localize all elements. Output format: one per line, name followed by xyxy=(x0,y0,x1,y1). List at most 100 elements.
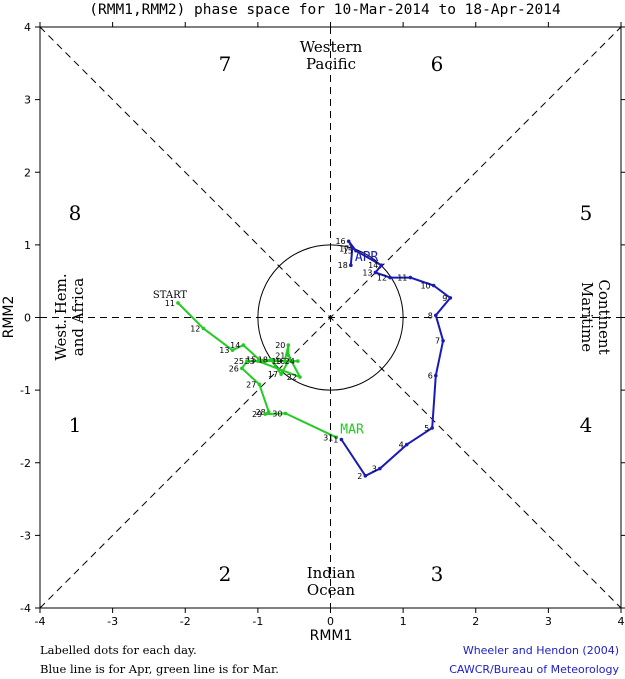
day-label: 2 xyxy=(357,472,362,481)
region-left-line1: West. Hem. xyxy=(52,273,70,360)
x-tick-label: -3 xyxy=(107,615,118,628)
day-label: 10 xyxy=(420,282,430,291)
day-label: 29 xyxy=(252,410,262,419)
day-label: 11 xyxy=(397,274,407,283)
day-label: 16 xyxy=(275,357,285,366)
day-label: 12 xyxy=(190,324,200,333)
day-label: 1 xyxy=(333,436,338,445)
day-point xyxy=(263,412,267,416)
phase-label-7: 7 xyxy=(219,52,232,76)
day-label: 17 xyxy=(268,370,278,379)
start-label: START xyxy=(153,290,188,301)
day-point xyxy=(431,283,436,288)
series-line xyxy=(340,240,452,477)
day-point xyxy=(430,426,434,430)
day-label: 4 xyxy=(399,441,404,450)
footer-credits: Wheeler and Hendon (2004) CAWCR/Bureau o… xyxy=(449,641,619,679)
credit-line1: Wheeler and Hendon (2004) xyxy=(462,644,619,657)
region-top-line2: Pacific xyxy=(306,55,356,73)
day-label: 6 xyxy=(428,372,433,381)
day-point xyxy=(363,474,368,478)
x-tick-label: -4 xyxy=(35,615,46,628)
x-tick-label: 3 xyxy=(545,615,552,628)
footer-note-line2: Blue line is for Apr, green line is for … xyxy=(40,662,279,676)
y-tick-label: 3 xyxy=(24,94,31,107)
day-point xyxy=(354,248,358,253)
day-point xyxy=(379,263,384,268)
day-label: 15 xyxy=(343,247,353,256)
x-tick-label: 4 xyxy=(618,615,625,628)
day-point xyxy=(404,442,409,447)
region-right-line2: Continent xyxy=(595,279,613,354)
day-label: 22 xyxy=(287,373,297,382)
day-point xyxy=(434,313,438,318)
day-label: 15 xyxy=(246,356,256,365)
day-label: 28 xyxy=(256,408,266,417)
day-point xyxy=(408,275,413,280)
day-point xyxy=(241,343,246,347)
day-label: 7 xyxy=(435,337,440,346)
region-bottom-line2: Ocean xyxy=(307,581,356,599)
day-label: 23 xyxy=(245,357,255,366)
phase-label-6: 6 xyxy=(431,52,444,76)
month-label: MAR xyxy=(340,422,364,437)
day-point xyxy=(266,410,271,414)
day-point xyxy=(441,338,445,343)
day-label: 11 xyxy=(165,299,175,308)
day-point xyxy=(256,359,260,363)
y-tick-label: 4 xyxy=(24,21,31,34)
phase-label-4: 4 xyxy=(580,413,593,437)
day-point xyxy=(245,359,249,363)
day-point xyxy=(298,375,302,379)
day-label: 21 xyxy=(275,351,285,360)
day-point xyxy=(240,366,244,371)
day-label: 19 xyxy=(272,357,282,366)
phase-labels: 1 2 3 4 5 6 7 8 xyxy=(69,52,593,586)
y-tick-label: 0 xyxy=(24,312,31,325)
day-label: 25 xyxy=(234,357,244,366)
day-label: 18 xyxy=(258,356,268,365)
day-point xyxy=(339,437,344,442)
day-label: 31 xyxy=(323,433,333,442)
region-right-line1: Maritime xyxy=(578,282,596,352)
day-point xyxy=(346,239,351,244)
footer-note-line1: Labelled dots for each day. xyxy=(40,643,197,657)
day-label: 14 xyxy=(368,261,378,270)
day-point xyxy=(378,466,382,471)
x-tick-label: -2 xyxy=(180,615,191,628)
day-point xyxy=(349,263,353,268)
phase-label-8: 8 xyxy=(69,201,82,225)
credit-line2: CAWCR/Bureau of Meteorology xyxy=(449,663,619,676)
phase-label-1: 1 xyxy=(69,413,82,437)
day-label: 14 xyxy=(230,341,240,350)
unit-circle xyxy=(257,244,404,391)
y-tick-label: -2 xyxy=(20,457,31,470)
day-label: 13 xyxy=(362,268,372,277)
day-label: 8 xyxy=(428,311,433,320)
day-label: 13 xyxy=(219,346,229,355)
plot-frame xyxy=(39,26,622,609)
day-point xyxy=(201,326,206,331)
y-tick-label: 2 xyxy=(24,166,31,179)
phase-label-3: 3 xyxy=(431,562,444,586)
month-label: APR xyxy=(355,250,379,265)
day-label: 16 xyxy=(335,237,345,246)
day-point xyxy=(296,359,300,363)
y-axis-label: RMM2 xyxy=(1,296,17,339)
day-point xyxy=(282,359,287,363)
chart-title: (RMM1,RMM2) phase space for 10-Mar-2014 … xyxy=(89,2,561,18)
y-tick-label: -3 xyxy=(20,529,31,542)
day-point xyxy=(286,353,291,358)
region-labels: Western Pacific Indian Ocean West. Hem. … xyxy=(52,38,613,599)
day-point xyxy=(257,382,262,387)
day-point xyxy=(334,435,339,440)
day-point xyxy=(373,270,378,275)
day-label: 18 xyxy=(338,261,348,270)
day-label: 24 xyxy=(285,357,295,366)
day-label: 27 xyxy=(246,380,256,389)
day-label: 17 xyxy=(339,245,349,254)
y-tick-label: -1 xyxy=(20,384,31,397)
